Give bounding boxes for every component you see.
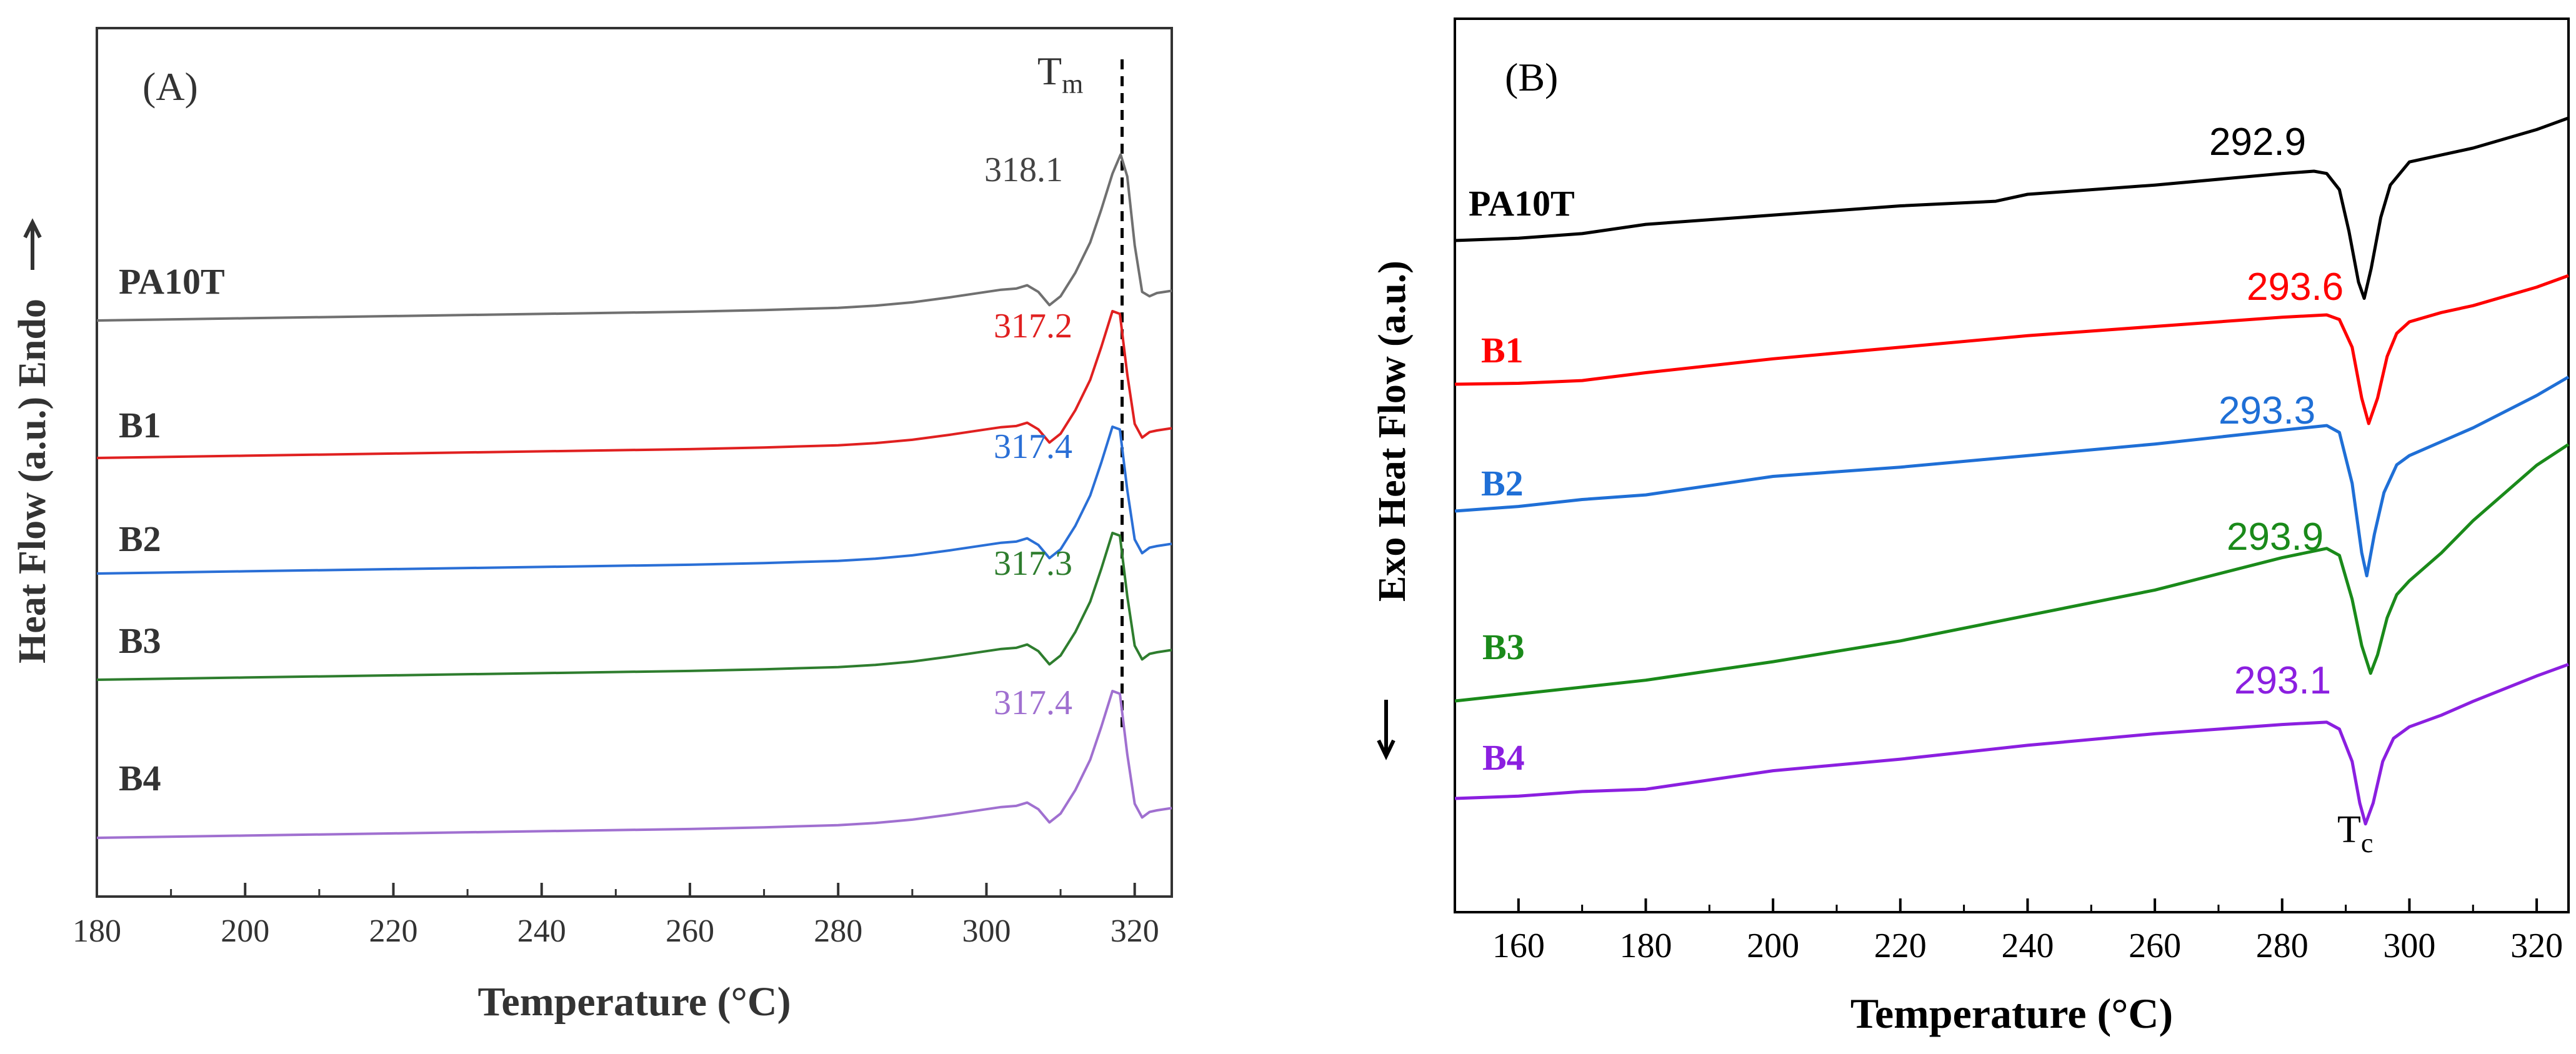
panel-b-plot-frame xyxy=(1454,17,2570,913)
panel-a-series-label-b1: B1 xyxy=(119,405,161,445)
panel-a-ticks: 180 200 220 240 260 280 300 320 xyxy=(72,883,1159,949)
panel-a-x-tick-label: 180 xyxy=(72,913,121,949)
panel-a-curve-b2 xyxy=(96,425,1172,575)
panel-b-series-label-b4: B4 xyxy=(1482,737,1525,778)
panel-a: (A) Tm 180 200 220 240 260 280 300 320 PA10T B1… xyxy=(11,27,1173,1025)
panel-a-x-tick-label: 280 xyxy=(814,913,862,949)
panel-b-tc-annotation: Tc xyxy=(2337,808,2373,858)
panel-a-label: (A) xyxy=(142,64,198,109)
panel-b-curve-pa10t xyxy=(1454,116,2569,300)
panel-a-x-tick-label: 240 xyxy=(517,913,566,949)
panel-a-series-label-pa10t: PA10T xyxy=(119,261,225,302)
panel-a-peak-label-pa10t: 318.1 xyxy=(984,151,1063,189)
panel-b-peak-label-pa10t: 292.9 xyxy=(2209,121,2306,164)
panel-b-peak-label-b4: 293.1 xyxy=(2234,659,2331,702)
panel-b-y-axis-title: Exo Heat Flow (a.u.) xyxy=(1371,261,1414,602)
panel-b-exo-arrow-icon xyxy=(1377,700,1395,760)
panel-a-x-tick-label: 260 xyxy=(666,913,714,949)
panel-a-peak-label-b3: 317.3 xyxy=(994,544,1072,583)
panel-a-endo-arrow-icon xyxy=(23,218,42,270)
panel-a-series-label-b4: B4 xyxy=(119,758,161,798)
panel-b-series-label-pa10t: PA10T xyxy=(1469,183,1575,224)
panel-b-peak-label-b3: 293.9 xyxy=(2227,515,2324,559)
panel-b-x-tick-label: 220 xyxy=(1874,927,1927,965)
panel-b-ticks: 160 180 200 220 240 260 280 300 320 xyxy=(1492,898,2563,965)
panel-b-peak-label-b1: 293.6 xyxy=(2247,266,2344,309)
panel-a-x-tick-label: 320 xyxy=(1111,913,1159,949)
panel-a-x-tick-label: 220 xyxy=(369,913,417,949)
panel-a-x-axis-title: Temperature (°C) xyxy=(477,979,791,1025)
panel-b-x-tick-label: 240 xyxy=(2001,927,2054,965)
panel-a-peak-label-b4: 317.4 xyxy=(994,684,1072,722)
panel-a-series-label-b2: B2 xyxy=(119,519,161,559)
panel-b-x-tick-label: 320 xyxy=(2510,927,2563,965)
panel-b-series-label-b2: B2 xyxy=(1481,463,1524,504)
panel-b-series-label-b3: B3 xyxy=(1482,627,1525,667)
panel-b-peak-label-b2: 293.3 xyxy=(2219,389,2315,432)
panel-b-curve-b4 xyxy=(1454,663,2569,826)
panel-b-x-tick-label: 160 xyxy=(1492,927,1545,965)
panel-b-series-label-b1: B1 xyxy=(1481,330,1524,370)
panel-a-curves xyxy=(96,153,1172,839)
panel-b-x-tick-label: 260 xyxy=(2129,927,2181,965)
panel-b-x-tick-label: 280 xyxy=(2256,927,2309,965)
panel-a-x-tick-label: 300 xyxy=(962,913,1011,949)
panel-a-curve-b4 xyxy=(96,690,1172,839)
panel-a-peak-label-b2: 317.4 xyxy=(994,427,1072,466)
panel-b-curve-b3 xyxy=(1454,443,2570,703)
panel-b-x-tick-label: 300 xyxy=(2383,927,2435,965)
panel-b-x-axis-title: Temperature (°C) xyxy=(1850,990,2173,1037)
panel-a-tm-annotation: Tm xyxy=(1037,49,1083,99)
panel-b-curves xyxy=(1454,116,2570,826)
panel-b-x-tick-label: 180 xyxy=(1619,927,1672,965)
panel-a-curve-b3 xyxy=(96,532,1172,681)
panel-a-x-tick-label: 200 xyxy=(221,913,269,949)
panel-a-series-label-b3: B3 xyxy=(119,620,161,661)
panel-a-curve-b1 xyxy=(96,310,1172,459)
panel-b: (B) 160 180 200 220 240 260 280 300 320 PA10T B1… xyxy=(1371,17,2570,1037)
panel-b-curve-b2 xyxy=(1454,375,2570,578)
panel-b-label: (B) xyxy=(1505,55,1558,99)
panel-a-curve-pa10t xyxy=(96,153,1172,322)
panel-a-y-axis-title: Heat Flow (a.u.) Endo xyxy=(11,299,54,664)
panel-a-peak-label-b1: 317.2 xyxy=(994,307,1072,346)
panel-a-plot-frame xyxy=(96,27,1173,898)
panel-b-x-tick-label: 200 xyxy=(1747,927,1799,965)
panel-b-curve-b1 xyxy=(1454,274,2569,425)
